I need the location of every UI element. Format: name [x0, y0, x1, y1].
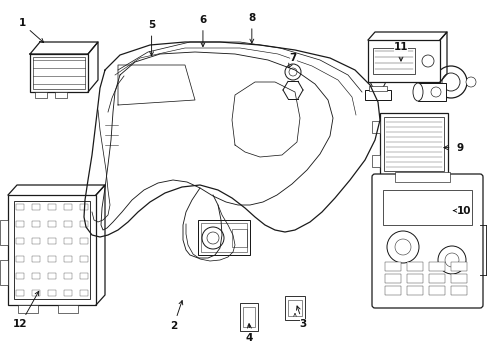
- Bar: [450, 262, 466, 271]
- Bar: [384, 262, 400, 271]
- Bar: [48, 256, 56, 262]
- Bar: [231, 229, 246, 247]
- Text: 6: 6: [199, 15, 206, 25]
- Bar: [64, 221, 72, 227]
- Bar: [198, 220, 249, 255]
- Bar: [16, 256, 24, 262]
- Bar: [428, 274, 444, 283]
- Bar: [379, 113, 447, 175]
- Text: 4: 4: [245, 333, 253, 343]
- Bar: [367, 40, 439, 82]
- Bar: [64, 256, 72, 262]
- Text: 3: 3: [299, 319, 306, 329]
- Bar: [14, 201, 90, 299]
- Bar: [371, 155, 379, 167]
- Bar: [32, 290, 40, 296]
- Bar: [80, 238, 88, 244]
- Bar: [417, 83, 445, 101]
- Bar: [80, 273, 88, 279]
- Bar: [16, 204, 24, 210]
- Bar: [8, 195, 96, 305]
- Text: 11: 11: [393, 42, 407, 52]
- Circle shape: [437, 246, 465, 274]
- Circle shape: [394, 239, 410, 255]
- Bar: [406, 262, 422, 271]
- Bar: [371, 121, 379, 133]
- Bar: [406, 274, 422, 283]
- Bar: [32, 221, 40, 227]
- Bar: [48, 290, 56, 296]
- Bar: [16, 273, 24, 279]
- Bar: [384, 274, 400, 283]
- Circle shape: [441, 73, 459, 91]
- Bar: [48, 273, 56, 279]
- Bar: [287, 300, 302, 316]
- Bar: [64, 204, 72, 210]
- Bar: [48, 221, 56, 227]
- Bar: [243, 307, 254, 327]
- Bar: [240, 303, 258, 331]
- Circle shape: [444, 253, 458, 267]
- Bar: [64, 290, 72, 296]
- Circle shape: [434, 66, 466, 98]
- Circle shape: [206, 232, 219, 244]
- Circle shape: [465, 77, 475, 87]
- Text: 10: 10: [456, 206, 471, 216]
- Bar: [35, 92, 47, 98]
- Bar: [48, 204, 56, 210]
- Bar: [32, 238, 40, 244]
- Bar: [64, 273, 72, 279]
- Bar: [450, 286, 466, 295]
- Bar: [372, 48, 414, 74]
- Bar: [80, 221, 88, 227]
- Bar: [201, 223, 246, 252]
- Bar: [80, 204, 88, 210]
- Bar: [384, 286, 400, 295]
- Text: 12: 12: [13, 319, 28, 329]
- Bar: [32, 204, 40, 210]
- FancyBboxPatch shape: [371, 174, 482, 308]
- Circle shape: [421, 55, 433, 67]
- Bar: [382, 190, 471, 225]
- Text: 2: 2: [170, 321, 177, 331]
- Text: 1: 1: [19, 18, 25, 28]
- Bar: [450, 274, 466, 283]
- Bar: [32, 273, 40, 279]
- Text: 8: 8: [248, 13, 255, 23]
- Text: 5: 5: [148, 20, 155, 30]
- Text: 9: 9: [455, 143, 462, 153]
- Circle shape: [202, 227, 224, 249]
- Bar: [48, 238, 56, 244]
- Bar: [16, 221, 24, 227]
- Bar: [383, 117, 443, 171]
- Bar: [58, 305, 78, 313]
- Bar: [368, 86, 386, 91]
- Bar: [285, 296, 305, 320]
- Bar: [30, 54, 88, 92]
- Ellipse shape: [412, 83, 422, 101]
- Bar: [33, 57, 85, 89]
- Ellipse shape: [368, 56, 386, 90]
- Bar: [428, 262, 444, 271]
- Bar: [0, 220, 8, 245]
- Bar: [80, 256, 88, 262]
- Bar: [428, 286, 444, 295]
- Bar: [406, 286, 422, 295]
- Bar: [55, 92, 67, 98]
- Bar: [0, 260, 8, 285]
- Bar: [394, 172, 449, 182]
- Bar: [16, 238, 24, 244]
- Circle shape: [288, 68, 296, 76]
- Bar: [32, 256, 40, 262]
- Circle shape: [386, 231, 418, 263]
- Bar: [18, 305, 38, 313]
- Bar: [16, 290, 24, 296]
- Bar: [364, 90, 390, 100]
- Text: 7: 7: [289, 53, 297, 63]
- Circle shape: [425, 77, 435, 87]
- Bar: [80, 290, 88, 296]
- Bar: [64, 238, 72, 244]
- Circle shape: [285, 64, 301, 80]
- Circle shape: [430, 87, 440, 97]
